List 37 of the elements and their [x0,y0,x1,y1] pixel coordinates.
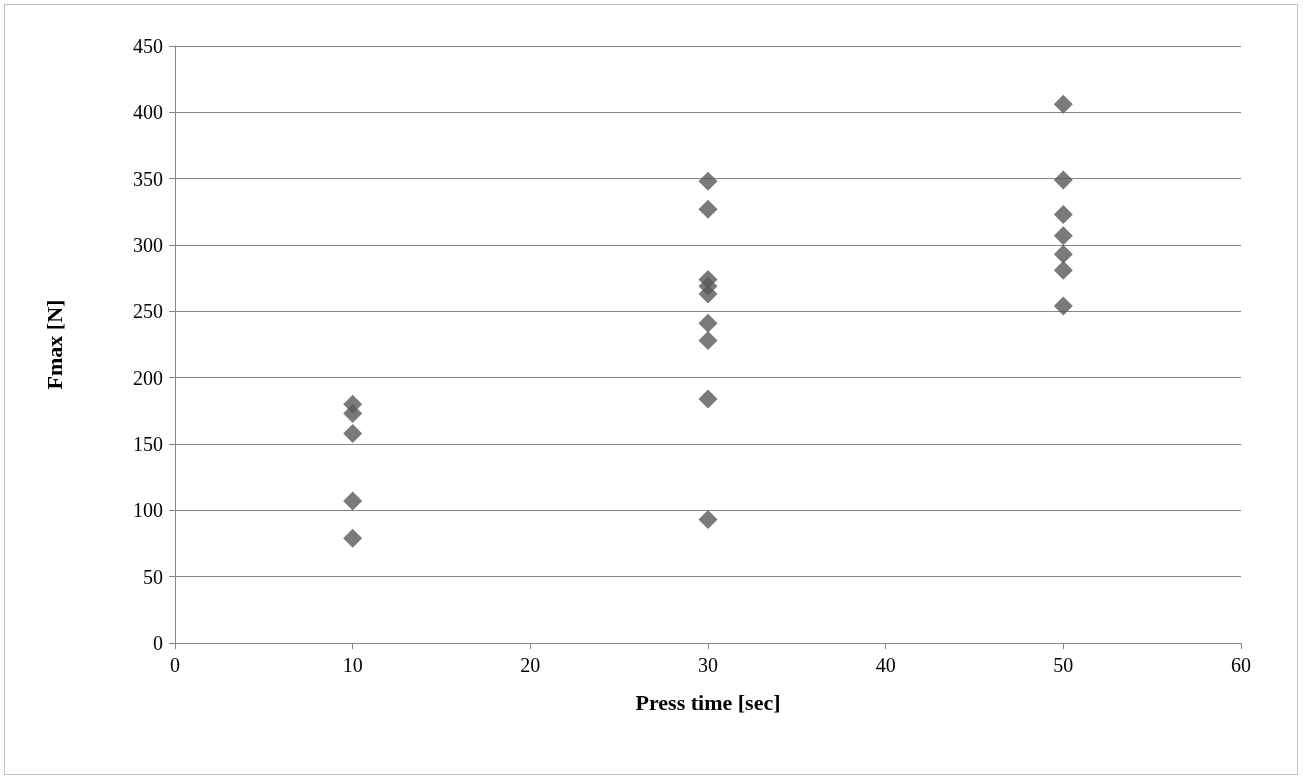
y-tick-label: 300 [133,234,163,256]
point [1053,204,1073,224]
x-tick-label: 60 [1231,654,1251,676]
x-tick-label: 30 [698,654,718,676]
point [1053,260,1073,280]
point [1053,244,1073,264]
x-tick-label: 50 [1053,654,1074,676]
y-tick-label: 350 [133,167,163,190]
point [1053,226,1073,246]
point [1053,170,1073,190]
y-tick-label: 250 [133,300,163,323]
point [343,423,363,443]
x-tick-label: 40 [875,654,896,676]
y-tick-label: 0 [153,632,163,654]
point [698,313,718,333]
y-tick-label: 200 [133,366,163,389]
point [698,389,718,409]
x-tick-label: 0 [170,654,180,676]
point [343,491,363,511]
x-tick-label: 10 [342,654,363,676]
point [343,528,363,548]
point [343,403,363,423]
y-tick-label: 150 [133,433,163,455]
point [698,284,718,304]
point [698,199,718,219]
point [698,510,718,530]
x-tick-label: 20 [520,654,541,676]
y-axis-title: Fmax [N] [41,299,67,390]
x-axis-title: Press time [sec] [635,689,781,715]
point [1053,94,1073,114]
y-tick-label: 100 [133,499,163,522]
y-tick-label: 400 [133,101,163,124]
point [698,171,718,191]
y-tick-label: 450 [133,35,163,57]
point [698,331,718,351]
point [1053,296,1073,316]
y-tick-label: 50 [143,565,163,588]
